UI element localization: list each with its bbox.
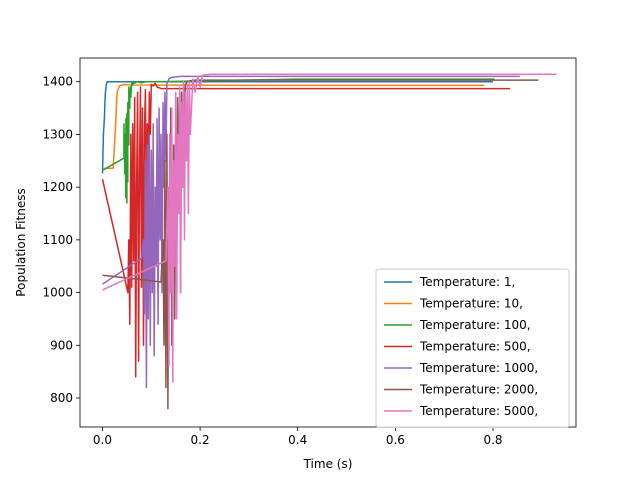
series-line-1 [101,80,493,174]
x-axis: 0.0 0.2 0.4 0.6 0.8 [93,427,503,447]
axes-frame [79,57,577,428]
y-tick-label: 800 [50,391,73,405]
legend-label: Temperature: 1000, [419,361,538,375]
legend-label: Temperature: 2000, [419,383,538,397]
series-line-2 [102,83,485,171]
legend-label: Temperature: 1, [419,275,515,289]
legend: Temperature: 1, Temperature: 10, Temperatu… [375,268,570,428]
series-line-3 [102,78,495,204]
legend-label: Temperature: 500, [419,340,531,354]
series-layer [101,73,557,410]
y-tick-label: 1100 [42,233,73,247]
x-axis-label: Time (s) [303,457,353,471]
series-line-7 [102,73,557,383]
y-tick-label: 900 [50,338,73,352]
x-tick-label: 0.2 [191,433,210,447]
series-line-5 [102,75,520,389]
series-line-4 [101,82,511,378]
y-tick-label: 1300 [42,127,73,141]
legend-label: Temperature: 100, [419,318,531,332]
y-tick-label: 1200 [42,180,73,194]
x-tick-label: 0.6 [386,433,405,447]
legend-box [375,268,570,428]
legend-label: Temperature: 10, [419,297,523,311]
y-tick-label: 1400 [42,75,73,89]
y-axis: 800 900 1000 1100 1200 1300 1400 [42,75,80,405]
legend-label: Temperature: 5000, [419,404,538,418]
y-axis-label: Population Fitness [14,188,28,296]
x-tick-label: 0.0 [93,433,112,447]
x-tick-label: 0.8 [483,433,502,447]
y-tick-label: 1000 [42,286,73,300]
x-tick-label: 0.4 [288,433,307,447]
